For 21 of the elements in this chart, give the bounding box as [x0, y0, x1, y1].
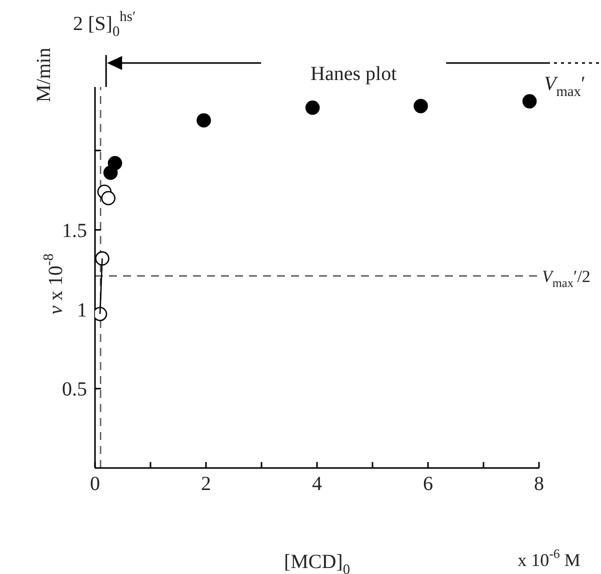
y-tick-label: 1 [77, 299, 87, 322]
x-tick-label: 4 [312, 473, 322, 496]
point [108, 156, 122, 170]
point [305, 100, 320, 115]
y-tick-label: 1.5 [62, 220, 87, 242]
point [95, 251, 110, 266]
x-tick-label: 6 [423, 473, 433, 496]
point [522, 94, 537, 108]
x-tick-label: 2 [201, 473, 211, 496]
text: x 10$^{-6}$ M [518, 546, 580, 570]
x-tick-label: 0 [90, 473, 100, 496]
text: V$_{max}$′ [544, 73, 586, 100]
x-tick-label: 8 [534, 473, 544, 496]
text: Hanes plot [310, 63, 398, 85]
ref-line-label: V$_{max}$′/2 [542, 266, 590, 290]
y-tick-label: 0.5 [62, 378, 87, 401]
point [196, 113, 211, 128]
point [101, 190, 116, 206]
point [414, 98, 428, 114]
x-axis-title: [MCD]$_{0}$ [284, 551, 350, 574]
text: M/min [33, 48, 55, 102]
